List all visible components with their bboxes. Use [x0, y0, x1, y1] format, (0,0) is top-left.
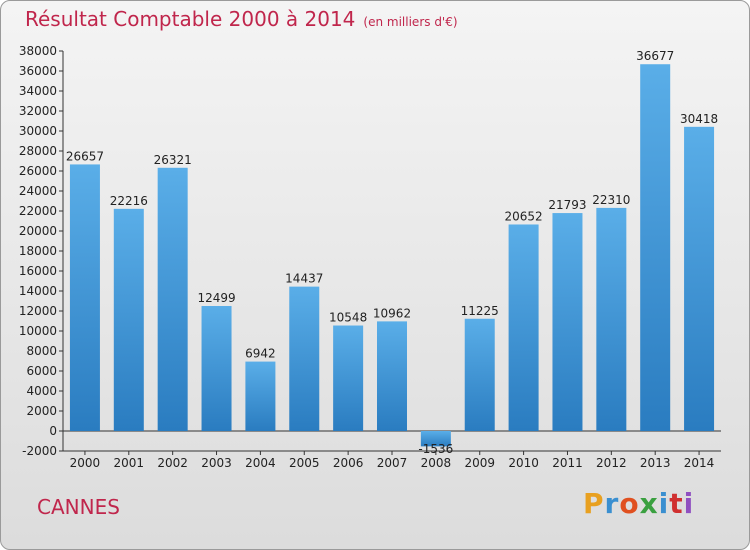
x-tick-label: 2006 [333, 456, 364, 470]
x-tick-label: 2012 [596, 456, 627, 470]
y-tick-label: 20000 [19, 224, 57, 238]
bar [464, 318, 495, 431]
y-tick-label: 34000 [19, 84, 57, 98]
x-tick-label: 2013 [640, 456, 671, 470]
x-tick-label: 2007 [377, 456, 408, 470]
logo-letter: o [619, 487, 640, 520]
x-tick-label: 2002 [157, 456, 188, 470]
y-tick-label: 10000 [19, 324, 57, 338]
bar [201, 306, 232, 431]
bar [377, 321, 407, 431]
chart-title-text: Résultat Comptable 2000 à 2014 [25, 7, 356, 31]
data-label: 20652 [505, 209, 543, 223]
logo-letter: r [604, 487, 620, 520]
bar [684, 126, 715, 431]
data-label: 30418 [680, 112, 718, 126]
y-tick-label: 18000 [19, 244, 57, 258]
proxiti-logo: Proxiti [583, 487, 694, 520]
y-tick-label: 26000 [19, 164, 57, 178]
data-label: 36677 [636, 49, 674, 63]
bar [333, 325, 364, 431]
x-tick-label: 2014 [684, 456, 715, 470]
data-label: 14437 [285, 272, 323, 286]
bar [157, 167, 188, 432]
bar [245, 361, 276, 431]
x-tick-label: 2009 [464, 456, 495, 470]
data-label: -1536 [418, 442, 453, 456]
x-tick-label: 2011 [552, 456, 583, 470]
data-label: 12499 [197, 291, 235, 305]
logo-letter: i [683, 487, 695, 520]
y-tick-label: 6000 [26, 364, 57, 378]
logo-letter: x [639, 487, 659, 520]
y-tick-label: 2000 [26, 404, 57, 418]
bar [420, 431, 451, 447]
chart-subtitle: (en milliers d'€) [363, 15, 458, 29]
data-label: 10962 [373, 306, 411, 320]
data-label: 22216 [110, 194, 148, 208]
data-label: 21793 [548, 198, 586, 212]
logo-letter: i [658, 487, 670, 520]
y-tick-label: 14000 [19, 284, 57, 298]
y-tick-label: 22000 [19, 204, 57, 218]
y-tick-label: 0 [49, 424, 57, 438]
y-tick-label: 24000 [19, 184, 57, 198]
y-tick-label: 38000 [19, 44, 57, 58]
y-tick-label: 28000 [19, 144, 57, 158]
bar [289, 286, 320, 431]
y-tick-label: 36000 [19, 64, 57, 78]
y-tick-label: 4000 [26, 384, 57, 398]
bar [508, 224, 539, 431]
bar [640, 64, 671, 432]
bar [113, 208, 144, 431]
data-label: 26321 [154, 153, 192, 167]
data-label: 26657 [66, 149, 104, 163]
logo-letter: t [669, 487, 684, 520]
y-tick-label: 30000 [19, 124, 57, 138]
x-tick-label: 2003 [201, 456, 232, 470]
city-name: CANNES [37, 495, 120, 519]
y-tick-label: 32000 [19, 104, 57, 118]
x-tick-label: 2000 [70, 456, 101, 470]
bar [596, 207, 627, 431]
x-tick-label: 2010 [508, 456, 539, 470]
x-tick-label: 2005 [289, 456, 320, 470]
data-label: 10548 [329, 311, 367, 325]
logo-letter: P [583, 487, 605, 520]
y-tick-label: 12000 [19, 304, 57, 318]
bar [552, 213, 583, 431]
y-tick-label: 8000 [26, 344, 57, 358]
x-tick-label: 2004 [245, 456, 276, 470]
x-tick-label: 2008 [421, 456, 452, 470]
data-label: 22310 [592, 193, 630, 207]
x-tick-label: 2001 [114, 456, 145, 470]
y-tick-label: 16000 [19, 264, 57, 278]
chart-title: Résultat Comptable 2000 à 2014 (en millie… [25, 7, 458, 31]
bar [69, 164, 100, 431]
data-label: 6942 [245, 347, 276, 361]
data-label: 11225 [461, 304, 499, 318]
y-tick-label: -2000 [22, 444, 57, 458]
